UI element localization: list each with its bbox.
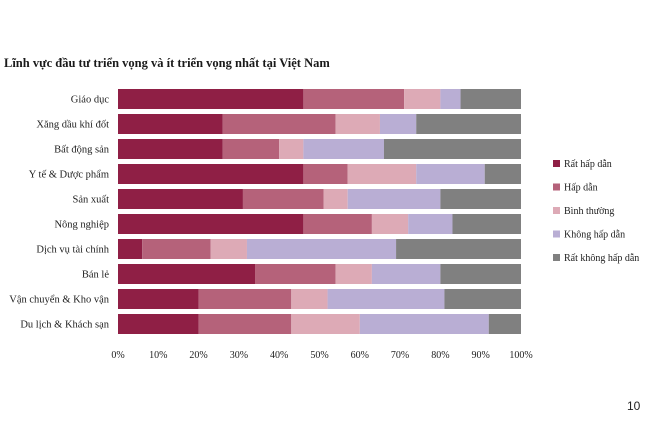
category-label: Du lịch & Khách sạn [20, 320, 109, 331]
bar-segment [118, 239, 143, 259]
category-label: Bán lẻ [82, 270, 109, 281]
bar-segment [118, 164, 304, 184]
legend-swatch [553, 183, 560, 191]
category-label: Dịch vụ tài chính [36, 245, 109, 256]
bar-segment [255, 264, 336, 284]
bar-segment [347, 164, 417, 184]
bar-segment [198, 289, 292, 309]
bar-segment [210, 239, 247, 259]
bar-segment [359, 314, 489, 334]
bar-segment [279, 139, 304, 159]
legend-swatch [553, 160, 560, 167]
category-label: Nông nghiệp [54, 220, 109, 231]
bar-segment [440, 89, 461, 109]
bar-segment [303, 139, 384, 159]
x-tick-label: 80% [431, 350, 449, 361]
bar-segment [371, 264, 441, 284]
bar-segment [142, 239, 211, 259]
bar-segment [416, 114, 521, 134]
x-tick-label: 60% [351, 350, 369, 361]
category-label: Sản xuất [73, 195, 110, 206]
bar-segment [327, 289, 445, 309]
x-tick-label: 10% [149, 350, 167, 361]
bar-segment [242, 189, 324, 209]
bar-segment [396, 239, 521, 259]
bar-segment [118, 289, 199, 309]
bar-segment [246, 239, 397, 259]
bar-segment [383, 139, 521, 159]
x-tick-label: 90% [472, 350, 490, 361]
legend-label: Hấp dẫn [564, 183, 598, 194]
legend-label: Rất không hấp dẫn [564, 253, 639, 264]
bar-segment [323, 189, 348, 209]
chart-title: Lĩnh vực đầu tư triển vọng và ít triển v… [4, 56, 330, 70]
x-tick-label: 100% [509, 350, 532, 361]
bar-segment [291, 314, 360, 334]
bar-segment [371, 214, 409, 234]
bar-segment [488, 314, 521, 334]
bar-segment [303, 164, 348, 184]
x-tick-label: 50% [310, 350, 328, 361]
bar-segment [198, 314, 292, 334]
bar-segment [347, 189, 441, 209]
category-label: Xăng dầu khí đốt [36, 120, 109, 131]
bar-segment [222, 139, 280, 159]
x-tick-label: 40% [270, 350, 288, 361]
bar-segment [118, 314, 199, 334]
bar-segment [335, 114, 380, 134]
bar-segment [222, 114, 336, 134]
bar-segment [484, 164, 521, 184]
x-tick-label: 20% [189, 350, 207, 361]
legend-swatch [553, 254, 560, 261]
bar-segment [118, 89, 304, 109]
category-label: Y tế & Dược phẩm [29, 170, 109, 181]
bar-segment [416, 164, 485, 184]
x-tick-label: 70% [391, 350, 409, 361]
bar-segment [452, 214, 521, 234]
legend-label: Bình thường [564, 206, 614, 217]
legend-label: Không hấp dẫn [564, 230, 625, 241]
bar-segment [404, 89, 441, 109]
bar-segment [303, 89, 405, 109]
bar-segment [408, 214, 453, 234]
category-label: Bất động sản [54, 145, 110, 156]
x-tick-label: 0% [111, 350, 124, 361]
x-tick-label: 30% [230, 350, 248, 361]
bar-segment [440, 189, 521, 209]
bar-segment [118, 264, 256, 284]
bar-segment [118, 214, 304, 234]
category-label: Vận chuyển & Kho vận [9, 295, 109, 306]
category-label: Giáo dục [71, 95, 110, 106]
page-number: 10 [627, 399, 641, 413]
legend-label: Rất hấp dẫn [564, 159, 612, 170]
bar-segment [303, 214, 372, 234]
bar-segment [444, 289, 521, 309]
bar-segment [335, 264, 372, 284]
bar-segment [379, 114, 417, 134]
bar-segment [118, 114, 223, 134]
legend-swatch [553, 207, 560, 214]
bar-segment [118, 139, 223, 159]
bar-segment [291, 289, 328, 309]
bar-segment [440, 264, 521, 284]
legend-swatch [553, 230, 560, 238]
bar-segment [118, 189, 243, 209]
bar-segment [460, 89, 521, 109]
